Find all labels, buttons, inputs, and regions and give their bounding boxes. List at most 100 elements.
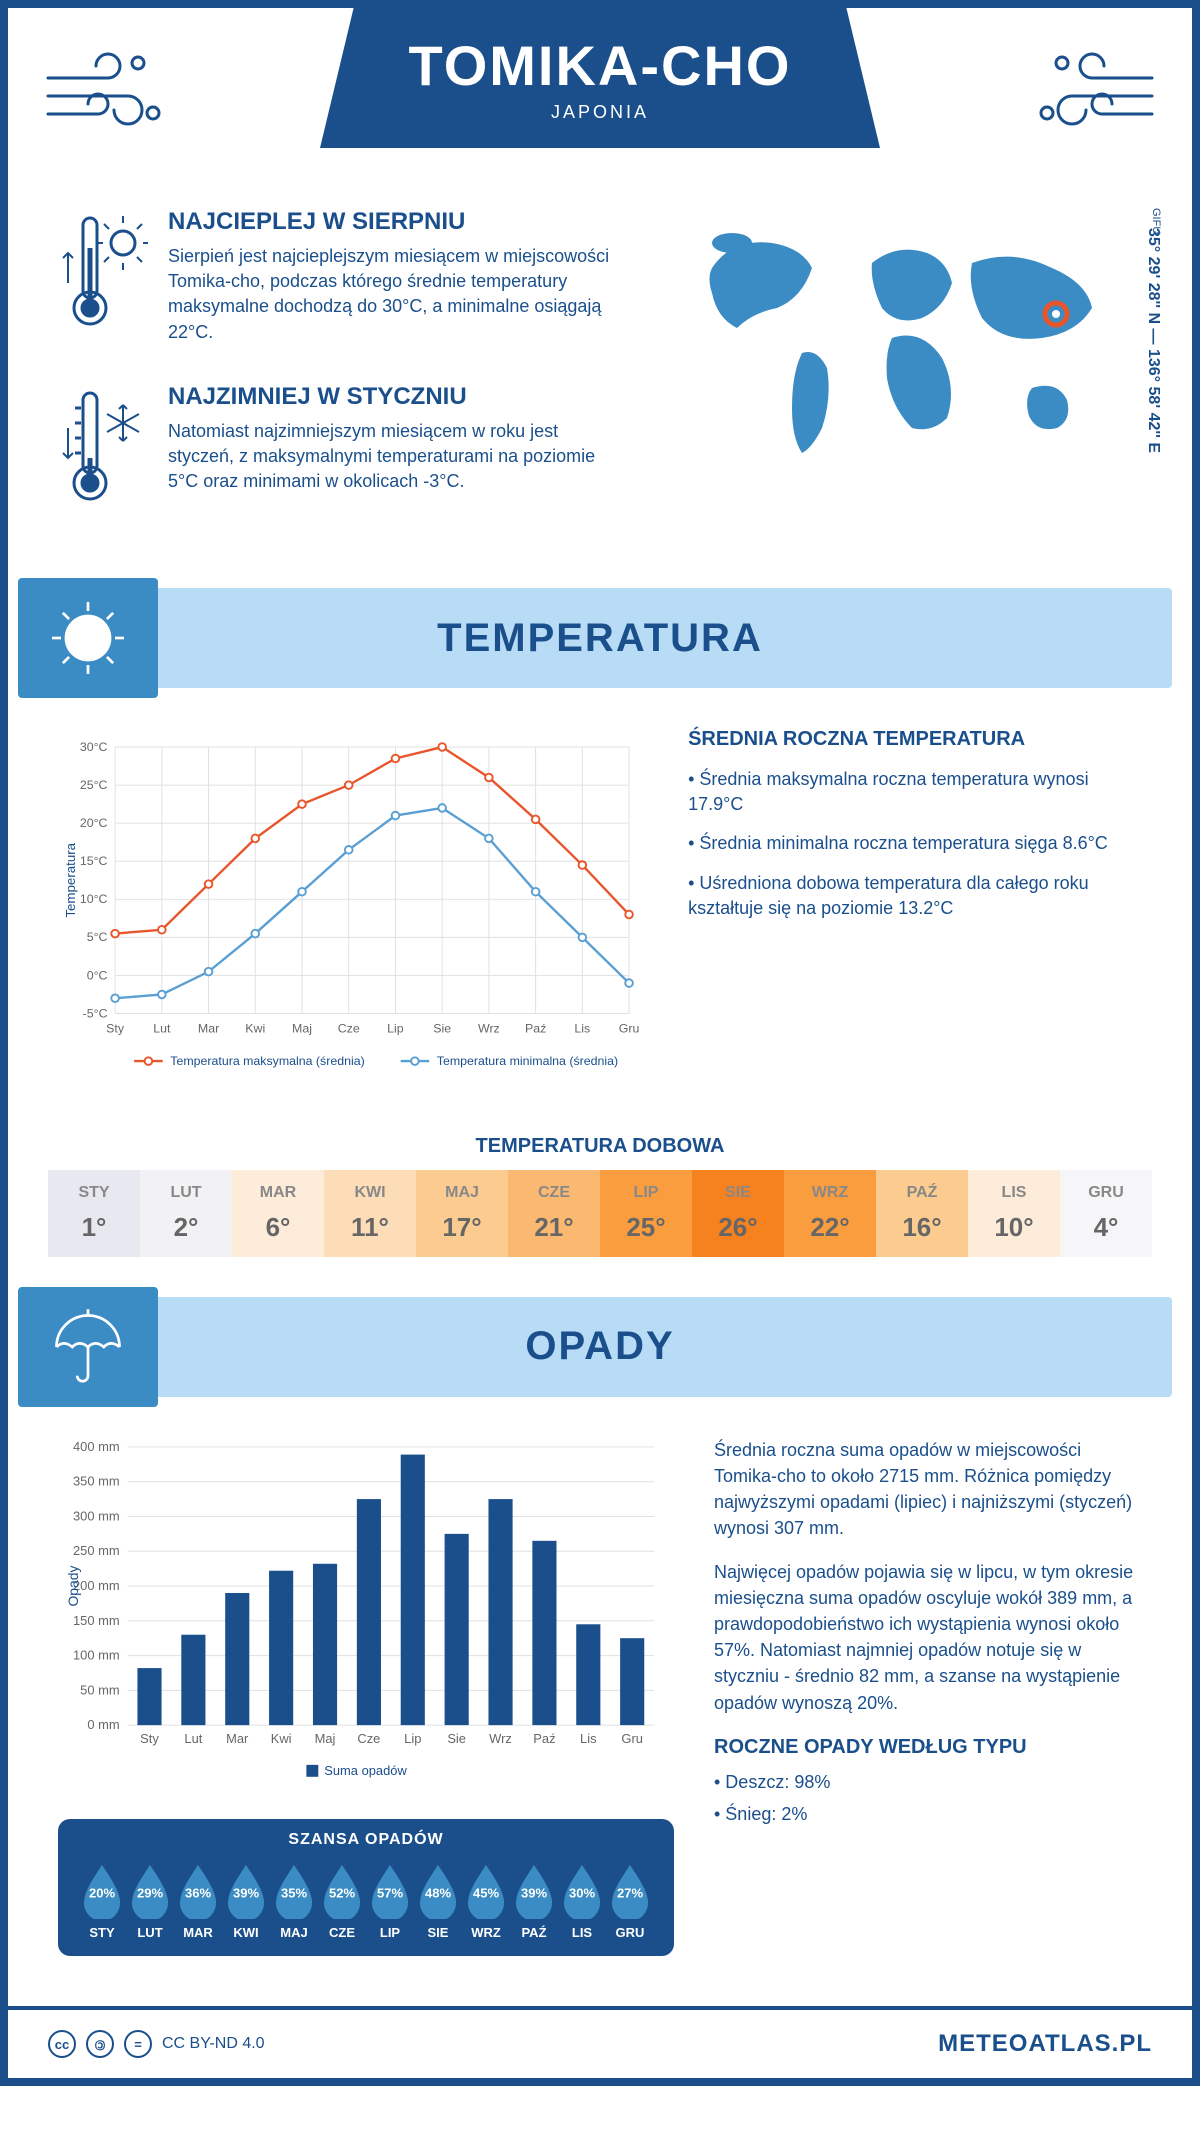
chance-item: 35% MAJ — [270, 1861, 318, 1940]
raindrop-icon: 30% — [558, 1861, 606, 1919]
daily-value: 1° — [48, 1212, 140, 1243]
precip-by-type-title: ROCZNE OPADY WEDŁUG TYPU — [714, 1736, 1142, 1759]
chance-pct: 39% — [233, 1886, 259, 1901]
header: TOMIKA-CHO JAPONIA — [8, 8, 1192, 188]
daily-value: 17° — [416, 1212, 508, 1243]
chance-title: SZANSA OPADÓW — [78, 1831, 654, 1849]
precip-para-2: Najwięcej opadów pojawia się w lipcu, w … — [714, 1559, 1142, 1716]
chance-pct: 27% — [617, 1886, 643, 1901]
chance-item: 36% MAR — [174, 1861, 222, 1940]
precipitation-body: 0 mm50 mm100 mm150 mm200 mm250 mm300 mm3… — [8, 1397, 1192, 1977]
thermometer-cold-icon — [58, 383, 148, 528]
svg-text:Opady: Opady — [65, 1565, 81, 1606]
svg-text:300 mm: 300 mm — [73, 1508, 120, 1523]
svg-text:15°C: 15°C — [80, 854, 108, 868]
annual-item: • Uśredniona dobowa temperatura dla całe… — [688, 871, 1142, 921]
daily-cell: PAŹ16° — [876, 1170, 968, 1257]
wind-icon — [38, 38, 178, 158]
daily-month: LIP — [600, 1184, 692, 1202]
chance-item: 57% LIP — [366, 1861, 414, 1940]
site-name: METEOATLAS.PL — [938, 2030, 1152, 2058]
chance-pct: 36% — [185, 1886, 211, 1901]
daily-value: 10° — [968, 1212, 1060, 1243]
wind-icon — [1022, 38, 1162, 158]
raindrop-icon: 57% — [366, 1861, 414, 1919]
daily-cell: STY 1° — [48, 1170, 140, 1257]
svg-text:Suma opadów: Suma opadów — [324, 1762, 407, 1777]
daily-cell: KWI11° — [324, 1170, 416, 1257]
daily-value: 2° — [140, 1212, 232, 1243]
coldest-title: NAJZIMNIEJ W STYCZNIU — [168, 383, 622, 411]
chance-month: PAŹ — [510, 1925, 558, 1940]
svg-text:Lis: Lis — [580, 1731, 597, 1746]
chance-month: LIS — [558, 1925, 606, 1940]
chance-item: 45% WRZ — [462, 1861, 510, 1940]
svg-text:Lut: Lut — [184, 1731, 202, 1746]
daily-cell: GRU4° — [1060, 1170, 1152, 1257]
raindrop-icon: 20% — [78, 1861, 126, 1919]
daily-value: 6° — [232, 1212, 324, 1243]
svg-text:Paź: Paź — [525, 1022, 546, 1036]
raindrop-icon: 27% — [606, 1861, 654, 1919]
raindrop-icon: 45% — [462, 1861, 510, 1919]
chance-pct: 48% — [425, 1886, 451, 1901]
chance-month: STY — [78, 1925, 126, 1940]
daily-month: GRU — [1060, 1184, 1152, 1202]
bytype-item: • Deszcz: 98% — [714, 1769, 1142, 1795]
svg-text:150 mm: 150 mm — [73, 1612, 120, 1627]
daily-value: 26° — [692, 1212, 784, 1243]
title-banner: TOMIKA-CHO JAPONIA — [320, 8, 880, 148]
svg-text:Temperatura maksymalna (średni: Temperatura maksymalna (średnia) — [170, 1054, 364, 1068]
temperature-section-header: TEMPERATURA — [28, 588, 1172, 688]
svg-text:Temperatura minimalna (średnia: Temperatura minimalna (średnia) — [437, 1054, 618, 1068]
precipitation-section-header: OPADY — [28, 1297, 1172, 1397]
chance-month: MAR — [174, 1925, 222, 1940]
precipitation-text: Średnia roczna suma opadów w miejscowośc… — [714, 1437, 1142, 1957]
coldest-block: NAJZIMNIEJ W STYCZNIU Natomiast najzimni… — [58, 383, 622, 528]
chance-pct: 29% — [137, 1886, 163, 1901]
raindrop-icon: 36% — [174, 1861, 222, 1919]
svg-text:Gru: Gru — [621, 1731, 643, 1746]
daily-month: LUT — [140, 1184, 232, 1202]
svg-text:-5°C: -5°C — [83, 1006, 108, 1020]
svg-text:Wrz: Wrz — [478, 1022, 500, 1036]
svg-text:5°C: 5°C — [87, 930, 108, 944]
raindrop-icon: 29% — [126, 1861, 174, 1919]
world-map: GIFU 35° 29' 28'' N — 136° 58' 42'' E — [662, 208, 1142, 558]
svg-text:25°C: 25°C — [80, 778, 108, 792]
daily-cell: LUT 2° — [140, 1170, 232, 1257]
chance-month: KWI — [222, 1925, 270, 1940]
svg-text:10°C: 10°C — [80, 892, 108, 906]
svg-text:Cze: Cze — [338, 1022, 360, 1036]
daily-month: STY — [48, 1184, 140, 1202]
svg-text:Temperatura: Temperatura — [63, 842, 78, 917]
temperature-heading: TEMPERATURA — [28, 616, 1172, 661]
location-country: JAPONIA — [551, 102, 649, 123]
svg-text:Sty: Sty — [106, 1022, 125, 1036]
chance-item: 39% PAŹ — [510, 1861, 558, 1940]
svg-text:400 mm: 400 mm — [73, 1439, 120, 1454]
svg-text:Gru: Gru — [619, 1022, 640, 1036]
svg-text:Maj: Maj — [315, 1731, 336, 1746]
nd-icon: = — [124, 2030, 152, 2058]
chance-pct: 57% — [377, 1886, 403, 1901]
raindrop-icon: 48% — [414, 1861, 462, 1919]
daily-value: 25° — [600, 1212, 692, 1243]
svg-text:Maj: Maj — [292, 1022, 312, 1036]
temperature-body: -5°C0°C5°C10°C15°C20°C25°C30°CStyLutMarK… — [8, 688, 1192, 1115]
chance-month: CZE — [318, 1925, 366, 1940]
chance-pct: 20% — [89, 1886, 115, 1901]
bytype-item: • Śnieg: 2% — [714, 1801, 1142, 1827]
raindrop-icon: 35% — [270, 1861, 318, 1919]
footer: cc 🄯 = CC BY-ND 4.0 METEOATLAS.PL — [8, 2006, 1192, 2078]
svg-text:100 mm: 100 mm — [73, 1647, 120, 1662]
daily-month: MAR — [232, 1184, 324, 1202]
chance-item: 48% SIE — [414, 1861, 462, 1940]
coordinates: 35° 29' 28'' N — 136° 58' 42'' E — [1144, 228, 1162, 453]
daily-cell: WRZ22° — [784, 1170, 876, 1257]
license-text: CC BY-ND 4.0 — [162, 2035, 265, 2053]
daily-cell: LIP 25° — [600, 1170, 692, 1257]
svg-text:Lis: Lis — [574, 1022, 590, 1036]
svg-text:Kwi: Kwi — [271, 1731, 292, 1746]
hottest-text: Sierpień jest najcieplejszym miesiącem w… — [168, 244, 622, 345]
